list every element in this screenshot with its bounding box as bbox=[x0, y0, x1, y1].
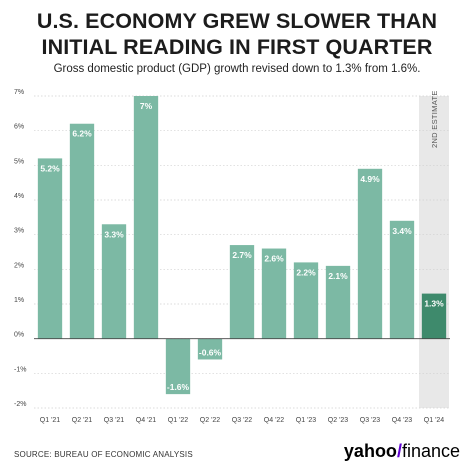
bar-data-label: 1.3% bbox=[424, 299, 444, 309]
bar-data-label: 3.3% bbox=[104, 229, 124, 239]
bar bbox=[293, 262, 319, 339]
estimate-annotation: 2ND ESTIMATE bbox=[430, 90, 439, 148]
y-tick-label: 1% bbox=[14, 297, 24, 304]
y-tick-label: 7% bbox=[14, 89, 24, 96]
x-tick-label: Q4 '22 bbox=[264, 417, 285, 424]
bar-data-label: 4.9% bbox=[360, 174, 380, 184]
x-tick-label: Q1 '21 bbox=[40, 417, 61, 424]
brand-part-1: yahoo bbox=[343, 441, 397, 461]
chart-title: U.S. ECONOMY GREW SLOWER THAN INITIAL RE… bbox=[0, 8, 474, 60]
bar bbox=[389, 220, 415, 339]
x-tick-label: Q3 '21 bbox=[104, 417, 125, 424]
bar-data-label: 5.2% bbox=[40, 163, 60, 173]
bar-data-label: -0.6% bbox=[199, 347, 222, 357]
title-line-1: U.S. ECONOMY GREW SLOWER THAN bbox=[36, 9, 438, 33]
bar bbox=[261, 248, 287, 339]
y-tick-label: 6% bbox=[14, 124, 24, 131]
bar bbox=[101, 224, 127, 339]
brand-part-2: finance bbox=[401, 441, 460, 461]
source-note: SOURCE: BUREAU OF ECONOMIC ANALYSIS bbox=[14, 450, 193, 459]
bar bbox=[197, 338, 223, 360]
y-tick-label: 4% bbox=[14, 193, 24, 200]
bar bbox=[421, 293, 447, 339]
x-tick-label: Q2 '22 bbox=[200, 417, 221, 424]
brand-mark: / bbox=[396, 441, 402, 461]
bar bbox=[357, 168, 383, 339]
bar-data-label: 2.6% bbox=[264, 254, 284, 264]
x-tick-label: Q4 '23 bbox=[392, 417, 413, 424]
x-tick-label: Q1 '22 bbox=[168, 417, 189, 424]
bar-data-label: -1.6% bbox=[167, 382, 190, 392]
x-tick-label: Q3 '23 bbox=[360, 417, 381, 424]
bar-data-label: 3.4% bbox=[392, 226, 412, 236]
y-tick-label: -1% bbox=[14, 366, 26, 373]
bar bbox=[133, 96, 159, 339]
bar bbox=[165, 338, 191, 395]
x-tick-label: Q2 '23 bbox=[328, 417, 349, 424]
bar-data-label: 6.2% bbox=[72, 129, 92, 139]
y-tick-label: 2% bbox=[14, 262, 24, 269]
yahoo-finance-logo: yahoo/finance bbox=[344, 441, 460, 462]
y-tick-label: 0% bbox=[14, 332, 24, 339]
x-tick-label: Q4 '21 bbox=[136, 417, 157, 424]
bar bbox=[37, 158, 63, 339]
bar-data-label: 2.1% bbox=[328, 271, 348, 281]
estimate-band bbox=[419, 96, 449, 408]
x-tick-label: Q1 '23 bbox=[296, 417, 317, 424]
x-tick-label: Q3 '22 bbox=[232, 417, 253, 424]
bar bbox=[325, 265, 351, 339]
y-tick-label: -2% bbox=[14, 401, 26, 408]
bar-data-label: 7% bbox=[140, 101, 153, 111]
title-line-2: INITIAL READING IN FIRST QUARTER bbox=[41, 35, 433, 59]
chart-subtitle: Gross domestic product (GDP) growth revi… bbox=[53, 63, 421, 75]
bar-data-label: 2.2% bbox=[296, 267, 316, 277]
x-tick-label: Q2 '21 bbox=[72, 417, 93, 424]
y-tick-label: 5% bbox=[14, 158, 24, 165]
bar bbox=[69, 123, 95, 339]
bar-data-label: 2.7% bbox=[232, 250, 252, 260]
bar bbox=[229, 245, 255, 339]
x-tick-label: Q1 '24 bbox=[424, 417, 445, 424]
y-tick-label: 3% bbox=[14, 228, 24, 235]
